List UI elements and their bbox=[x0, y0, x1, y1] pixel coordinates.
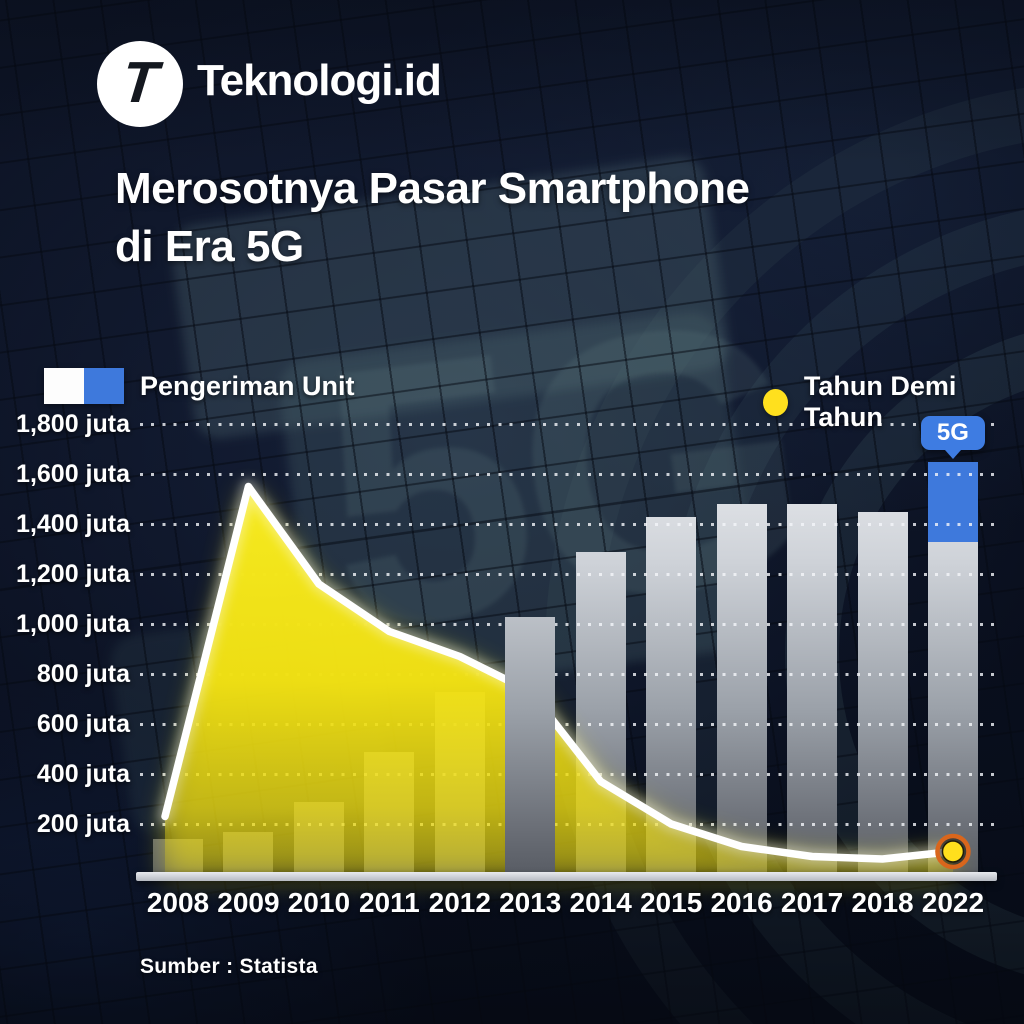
legend-swatch-white bbox=[44, 368, 84, 404]
shipments-bar bbox=[223, 831, 274, 875]
x-axis-year-label: 2022 bbox=[921, 887, 985, 918]
gridline-dotted bbox=[140, 773, 997, 776]
title-line-2: di Era 5G bbox=[115, 222, 304, 271]
y-axis-tick-label: 1,600 juta bbox=[16, 460, 130, 488]
shipments-bar bbox=[434, 691, 485, 875]
page-title: Merosotnya Pasar Smartphone di Era 5G bbox=[115, 160, 750, 276]
shipments-bar bbox=[505, 616, 556, 875]
shipments-bar bbox=[153, 839, 203, 875]
legend-swatch-blue bbox=[84, 368, 124, 404]
x-axis-year-label: 2017 bbox=[780, 887, 844, 918]
y-axis-tick-label: 1,000 juta bbox=[16, 610, 130, 638]
y-axis-tick-label: 400 juta bbox=[36, 760, 130, 788]
x-axis-year-label: 2008 bbox=[146, 887, 210, 918]
x-axis-year-label: 2012 bbox=[428, 887, 491, 918]
x-axis-year-label: 2010 bbox=[287, 887, 351, 918]
teknologi-logo-icon: T bbox=[97, 41, 183, 127]
legend-bar-swatch-icon bbox=[44, 368, 124, 404]
5g-callout-bubble: 5G bbox=[920, 416, 985, 459]
gridline-dotted bbox=[140, 523, 997, 526]
logo-letter: T bbox=[119, 49, 162, 115]
gridline-dotted bbox=[140, 473, 997, 476]
x-axis-baseline bbox=[136, 872, 997, 881]
x-axis-year-label: 2014 bbox=[569, 887, 632, 918]
legend-shipments-label: Pengeriman Unit bbox=[140, 370, 355, 401]
x-axis-year-label: 2009 bbox=[217, 887, 280, 918]
shipments-bar bbox=[716, 504, 767, 875]
gridline-dotted bbox=[140, 723, 997, 726]
legend-line-dot-icon bbox=[763, 388, 788, 416]
x-axis-year-label: 2013 bbox=[499, 887, 562, 918]
legend-shipments: Pengeriman Unit bbox=[44, 368, 355, 404]
5g-callout-label: 5G bbox=[936, 419, 969, 446]
y-axis-tick-label: 800 juta bbox=[36, 660, 130, 688]
legend-yoy-label: Tahun Demi Tahun bbox=[803, 371, 957, 432]
x-axis-year-label: 2011 bbox=[358, 887, 420, 918]
y-axis-tick-label: 1,400 juta bbox=[16, 510, 130, 538]
gridline-dotted bbox=[140, 573, 997, 576]
shipments-bar bbox=[857, 511, 908, 875]
gridline-dotted bbox=[140, 623, 997, 626]
gridline-dotted bbox=[140, 673, 997, 676]
x-axis-year-label: 2016 bbox=[710, 887, 773, 918]
x-axis-year-label: 2018 bbox=[851, 887, 914, 918]
shipments-bar bbox=[646, 516, 697, 875]
title-line-1: Merosotnya Pasar Smartphone bbox=[115, 164, 750, 213]
x-axis-year-label: 2015 bbox=[639, 887, 703, 918]
gridline-dotted bbox=[140, 823, 997, 826]
shipments-bar bbox=[364, 751, 415, 875]
source-credit: Sumber : Statista bbox=[140, 955, 318, 978]
brand-name: Teknologi.id bbox=[197, 56, 442, 105]
gridline-dotted bbox=[140, 423, 997, 426]
shipments-bar bbox=[293, 801, 344, 875]
y-axis-tick-label: 600 juta bbox=[36, 710, 130, 738]
shipments-bar bbox=[575, 551, 626, 875]
y-axis-tick-label: 200 juta bbox=[36, 810, 130, 838]
y-axis-tick-label: 1,800 juta bbox=[16, 410, 130, 438]
shipments-bar bbox=[787, 504, 838, 875]
legend-yoy: Tahun Demi Tahun bbox=[763, 371, 1024, 433]
y-axis-tick-label: 1,200 juta bbox=[16, 560, 130, 588]
